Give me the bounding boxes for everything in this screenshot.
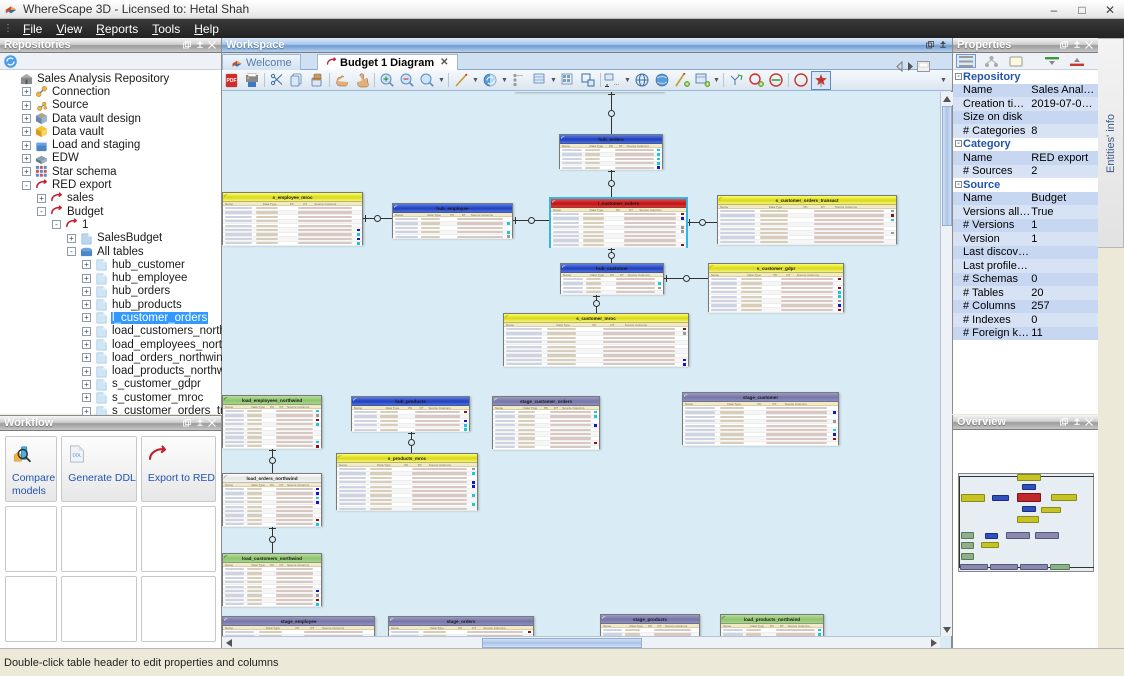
svg-text:...: ... [614,81,619,87]
svg-text:PDF: PDF [227,78,237,84]
svg-text:DDL: DDL [73,453,82,458]
